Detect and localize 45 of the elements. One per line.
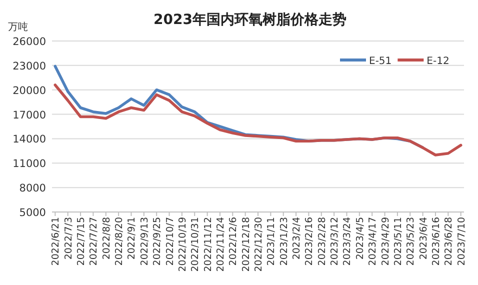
x-tick-label: 2022/6/21 — [50, 217, 62, 266]
x-tick-label: 2022/9/25 — [152, 217, 164, 266]
chart-title: 2023年国内环氧树脂价格走势 — [154, 12, 346, 28]
x-tick-label: 2022/10/7 — [164, 217, 176, 266]
y-axis-title: 万吨 — [8, 21, 28, 33]
x-tick-label: 2022/9/1 — [126, 217, 138, 260]
y-tick-label: 8000 — [19, 182, 46, 195]
y-tick-label: 26000 — [12, 36, 46, 48]
x-tick-label: 2023/3/12 — [330, 217, 341, 266]
x-tick-label: 2023/2/4 — [292, 217, 303, 260]
x-tick-label: 2023/3/24 — [342, 217, 354, 266]
y-tick-label: 23000 — [12, 60, 46, 72]
legend-label: E-51 — [369, 56, 392, 67]
x-tick-label: 2023/2/28 — [316, 217, 328, 266]
x-tick-label: 2023/4/5 — [354, 217, 366, 260]
x-tick-label: 2022/11/12 — [202, 217, 214, 272]
y-tick-label: 20000 — [12, 84, 46, 97]
x-tick-label: 2023/5/11 — [392, 217, 404, 266]
x-tick-label: 2022/12/6 — [228, 217, 240, 266]
x-tick-label: 2023/7/10 — [456, 217, 468, 266]
x-tick-label: 2023/4/29 — [380, 217, 392, 266]
x-tick-label: 2023/6/4 — [418, 217, 430, 260]
legend-label: E-12 — [426, 56, 450, 67]
x-tick-label: 2022/7/15 — [76, 217, 88, 266]
y-tick-label: 5000 — [19, 207, 46, 219]
x-tick-label: 2022/12/30 — [254, 217, 264, 272]
x-tick-label: 2022/12/18 — [240, 217, 252, 272]
x-tick-label: 2023/1/23 — [278, 217, 290, 266]
x-tick-label: 2022/7/27 — [88, 217, 100, 266]
x-tick-label: 2022/10/31 — [190, 217, 202, 272]
x-tick-label: 2022/8/20 — [114, 217, 126, 266]
x-tick-label: 2023/1/11 — [266, 217, 278, 266]
y-tick-label: 17000 — [12, 109, 46, 122]
x-tick-label: 2022/7/3 — [63, 217, 74, 260]
x-tick-label: 2022/11/24 — [215, 217, 226, 272]
x-tick-label: 2023/6/16 — [430, 217, 442, 266]
x-tick-label: 2022/8/8 — [101, 217, 112, 260]
x-tick-label: 2023/5/23 — [406, 217, 417, 266]
x-tick-label: 2022/9/13 — [139, 217, 150, 266]
x-tick-label: 2023/6/28 — [444, 217, 455, 266]
y-tick-label: 14000 — [12, 134, 46, 146]
x-tick-label: 2023/2/16 — [304, 217, 316, 266]
x-tick-label: 2022/10/19 — [177, 217, 188, 272]
x-tick-label: 2023/4/17 — [368, 217, 379, 266]
y-tick-label: 11000 — [12, 158, 46, 170]
